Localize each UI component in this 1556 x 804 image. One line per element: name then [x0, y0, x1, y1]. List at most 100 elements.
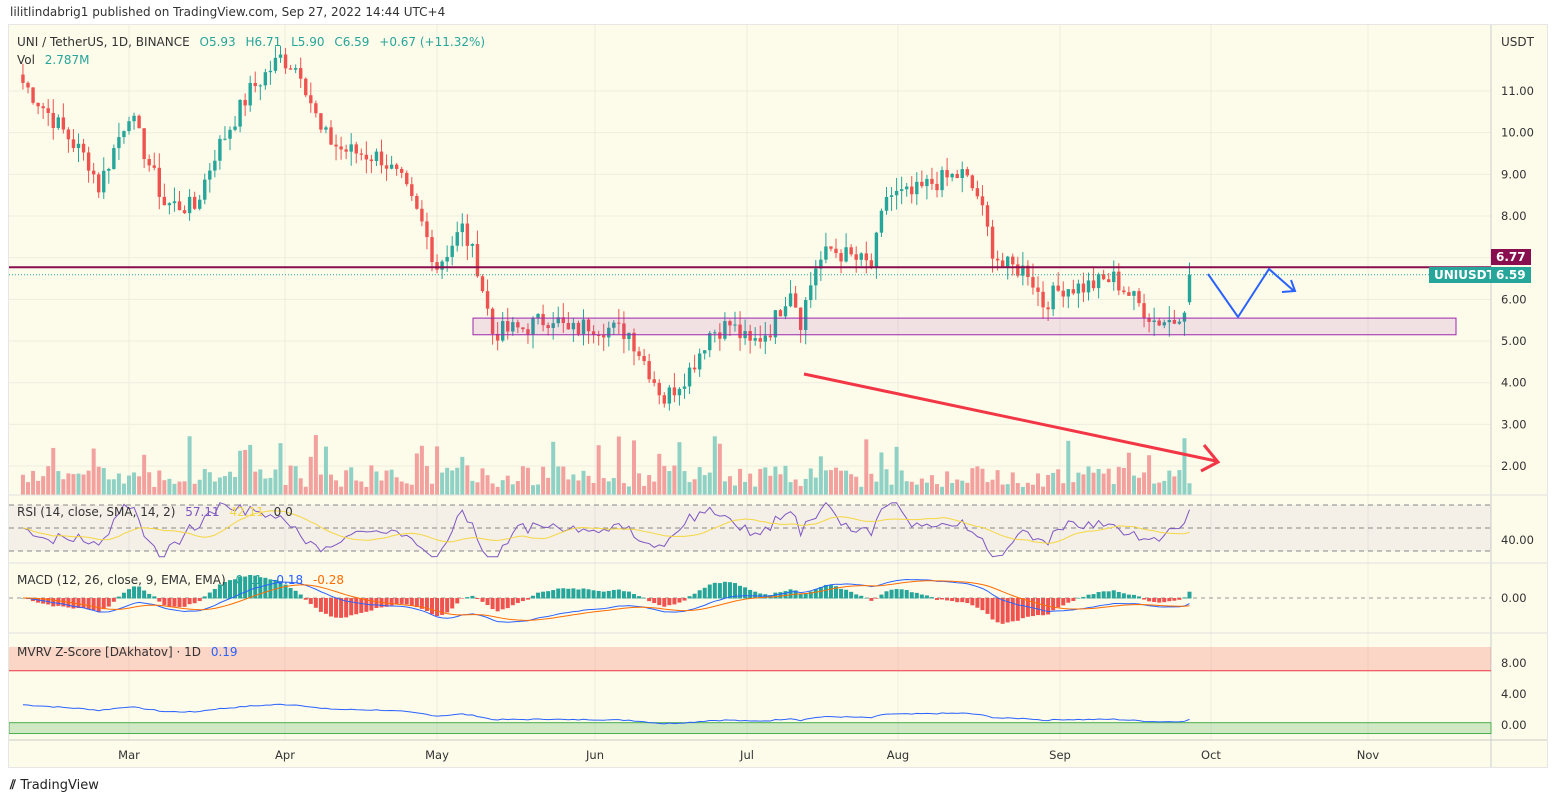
- volume-bar: [1111, 484, 1116, 495]
- volume-bar: [566, 479, 571, 495]
- volume-bar: [1081, 474, 1086, 495]
- volume-bar: [621, 483, 626, 495]
- macd-hist-bar: [384, 598, 389, 607]
- volume-bar: [904, 481, 909, 495]
- candle-body: [778, 310, 783, 317]
- chart-svg[interactable]: Mar Apr May Jun Jul Aug Sep Oct Nov 11.00 10.00 9.0…: [9, 25, 1547, 767]
- volume-bar: [611, 477, 616, 495]
- candle-body: [187, 196, 192, 214]
- volume-bar: [81, 474, 86, 495]
- candle-body: [1122, 290, 1126, 293]
- candle-body: [576, 322, 581, 335]
- macd-hist-bar: [546, 591, 551, 599]
- volume-bar: [394, 477, 399, 495]
- candle-body: [273, 57, 278, 71]
- chart-area[interactable]: Mar Apr May Jun Jul Aug Sep Oct Nov 11.00 10.00 9.0…: [8, 24, 1548, 768]
- macd-hist-bar: [914, 592, 919, 599]
- blue-arrowhead: [1281, 279, 1297, 293]
- macd-hist-bar: [965, 598, 970, 604]
- macd-hist-bar: [157, 598, 162, 602]
- volume-bar: [647, 475, 652, 495]
- volume-bar: [455, 467, 460, 495]
- volume-bar: [884, 469, 889, 495]
- candle-body: [91, 170, 96, 175]
- candle-body: [1031, 277, 1035, 288]
- candle-body: [268, 70, 273, 73]
- volume-bar: [758, 468, 763, 495]
- volume-bar: [162, 480, 167, 495]
- currency-label: USDT: [1501, 35, 1534, 49]
- volume-bar: [414, 453, 419, 495]
- volume-bar: [788, 482, 793, 495]
- candle-body: [844, 247, 848, 262]
- volume-bar: [1076, 472, 1081, 495]
- macd-hist-bar: [859, 595, 864, 599]
- volume-bar: [56, 471, 61, 495]
- volume-bar: [727, 476, 732, 495]
- volume-bar: [950, 483, 955, 495]
- macd-hist-bar: [323, 598, 328, 614]
- macd-line: [22, 579, 1190, 623]
- candle-body: [723, 321, 727, 339]
- main-legend: UNI / TetherUS, 1D, BINANCE O5.93 H6.71 …: [17, 35, 491, 49]
- volume-bar: [1025, 482, 1030, 495]
- macd-hist-bar: [884, 591, 889, 599]
- volume-bar: [591, 482, 596, 495]
- candle-body: [839, 253, 843, 262]
- candle-body: [238, 99, 242, 127]
- candle-body: [1006, 256, 1010, 267]
- rsi-sma-line: [22, 510, 1190, 544]
- volume-bar: [571, 474, 576, 495]
- volume-bar: [238, 450, 243, 495]
- candle-body: [475, 244, 480, 277]
- volume-bar: [147, 472, 152, 495]
- candle-body: [435, 262, 439, 270]
- volume-bar: [278, 443, 283, 495]
- candle-body: [26, 82, 30, 88]
- volume-bar: [520, 466, 525, 495]
- candle-body: [71, 139, 76, 149]
- candle-body: [122, 131, 126, 138]
- volume-bar: [192, 483, 197, 495]
- volume-bar: [490, 483, 495, 495]
- volume-bar: [298, 478, 303, 495]
- macd-hist-bar: [591, 590, 596, 599]
- candle-body: [152, 165, 156, 168]
- volume-bar: [707, 472, 712, 495]
- price-tick: 5.00: [1501, 334, 1527, 348]
- macd-hist-bar: [536, 592, 541, 599]
- candle-body: [1086, 280, 1091, 293]
- macd-hist-bar: [894, 589, 899, 599]
- volume-bar: [445, 467, 450, 495]
- macd-hist-bar: [430, 598, 434, 615]
- macd-hist-bar: [187, 598, 192, 605]
- candle-body: [546, 325, 550, 329]
- volume-bar: [334, 480, 339, 495]
- volume-bar: [233, 477, 238, 495]
- mvrv-label: MVRV Z-Score [DAkhatov] · 1D: [17, 645, 202, 659]
- volume-bar: [1066, 440, 1071, 495]
- candle-body: [97, 174, 101, 193]
- volume-bar: [667, 471, 672, 495]
- macd-hist-bar: [753, 591, 758, 599]
- candle-body: [1016, 264, 1020, 276]
- volume-bar: [940, 486, 945, 495]
- volume-bar: [1177, 470, 1182, 495]
- candle-body: [894, 190, 899, 196]
- macd-hist-bar: [551, 590, 556, 599]
- volume-bar: [1167, 470, 1172, 495]
- candle-body: [1162, 322, 1166, 326]
- macd-hist-bar: [652, 598, 657, 604]
- tradingview-logo[interactable]: ⫽ TradingView: [10, 778, 99, 793]
- price-tick: 10.00: [1501, 126, 1534, 140]
- candle-body: [1061, 290, 1065, 297]
- macd-hist-bar: [712, 582, 717, 599]
- volume-bar: [369, 465, 374, 495]
- candle-body: [233, 126, 237, 130]
- macd-hist-bar: [253, 575, 258, 599]
- macd-hist-bar: [132, 586, 137, 599]
- volume-bar: [222, 476, 227, 495]
- volume-bar: [1131, 475, 1136, 495]
- macd-hist-bar: [238, 576, 243, 599]
- time-axis-label: Mar: [118, 748, 140, 762]
